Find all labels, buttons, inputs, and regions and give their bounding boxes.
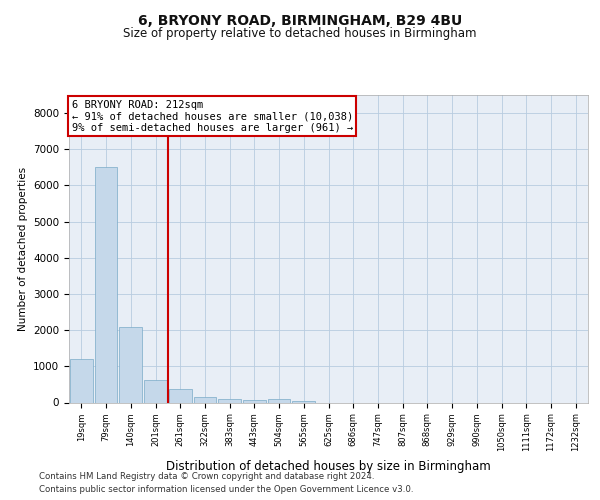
Bar	[169, 389, 191, 402]
Bar	[268, 399, 290, 402]
Y-axis label: Number of detached properties: Number of detached properties	[17, 166, 28, 331]
Text: Contains public sector information licensed under the Open Government Licence v3: Contains public sector information licen…	[39, 485, 413, 494]
Bar	[218, 398, 241, 402]
Bar	[243, 400, 266, 402]
Bar	[70, 359, 93, 403]
Bar	[194, 397, 216, 402]
Text: 6, BRYONY ROAD, BIRMINGHAM, B29 4BU: 6, BRYONY ROAD, BIRMINGHAM, B29 4BU	[138, 14, 462, 28]
Text: 6 BRYONY ROAD: 212sqm
← 91% of detached houses are smaller (10,038)
9% of semi-d: 6 BRYONY ROAD: 212sqm ← 91% of detached …	[71, 100, 353, 133]
Bar	[119, 326, 142, 402]
Text: Size of property relative to detached houses in Birmingham: Size of property relative to detached ho…	[123, 27, 477, 40]
Bar	[95, 168, 118, 402]
X-axis label: Distribution of detached houses by size in Birmingham: Distribution of detached houses by size …	[166, 460, 491, 472]
Bar	[144, 380, 167, 402]
Text: Contains HM Land Registry data © Crown copyright and database right 2024.: Contains HM Land Registry data © Crown c…	[39, 472, 374, 481]
